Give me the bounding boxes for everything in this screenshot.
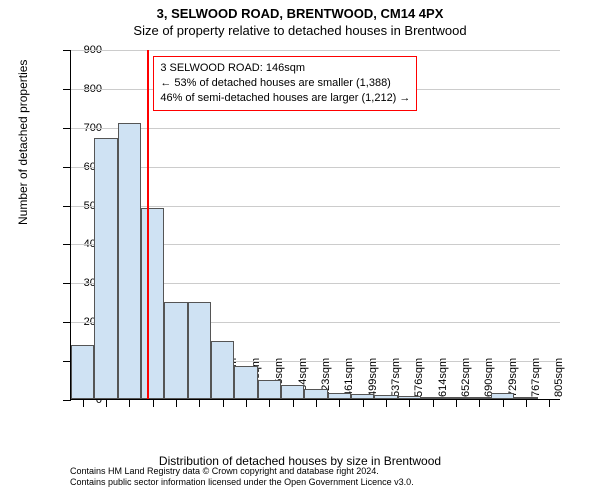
histogram-bar (398, 396, 421, 399)
histogram-bar (281, 385, 304, 399)
footer-attribution: Contains HM Land Registry data © Crown c… (70, 466, 414, 488)
annotation-line-1: 3 SELWOOD ROAD: 146sqm (160, 61, 410, 76)
x-tick (386, 399, 387, 407)
chart-subtitle: Size of property relative to detached ho… (0, 21, 600, 38)
annotation-line-3: 46% of semi-detached houses are larger (… (160, 91, 410, 106)
histogram-bar (164, 302, 187, 399)
x-tick (363, 399, 364, 407)
x-tick-label: 652sqm (460, 358, 472, 397)
x-tick (269, 399, 270, 407)
x-tick (153, 399, 154, 407)
histogram-bar (514, 397, 537, 399)
x-tick-label: 499sqm (367, 358, 379, 397)
x-tick (526, 399, 527, 407)
histogram-bar (444, 397, 467, 399)
histogram-bar (328, 393, 351, 399)
chart-container: 3, SELWOOD ROAD, BRENTWOOD, CM14 4PX Siz… (0, 0, 600, 500)
footer-line-2: Contains public sector information licen… (70, 477, 414, 488)
grid-line (71, 206, 560, 207)
x-tick (129, 399, 130, 407)
x-tick (503, 399, 504, 407)
x-tick (176, 399, 177, 407)
x-tick (479, 399, 480, 407)
chart-plot-area: 3 SELWOOD ROAD: 146sqm ← 53% of detached… (70, 50, 560, 400)
x-tick (106, 399, 107, 407)
histogram-bar (211, 341, 234, 399)
histogram-bar (71, 345, 94, 399)
annotation-line-2: ← 53% of detached houses are smaller (1,… (160, 76, 410, 91)
x-tick (433, 399, 434, 407)
x-tick (316, 399, 317, 407)
histogram-bar (94, 138, 117, 399)
histogram-bar (351, 394, 374, 399)
histogram-bar (421, 397, 444, 399)
x-tick-label: 690sqm (483, 358, 495, 397)
histogram-bar (118, 123, 141, 399)
histogram-bar (234, 366, 257, 399)
histogram-bar (188, 302, 211, 399)
x-tick-label: 729sqm (507, 358, 519, 397)
reference-line (147, 50, 149, 399)
x-tick (223, 399, 224, 407)
x-tick-label: 805sqm (553, 358, 565, 397)
x-tick (293, 399, 294, 407)
x-tick (549, 399, 550, 407)
chart-title: 3, SELWOOD ROAD, BRENTWOOD, CM14 4PX (0, 0, 600, 21)
x-tick-label: 576sqm (413, 358, 425, 397)
x-tick (339, 399, 340, 407)
x-tick (246, 399, 247, 407)
footer-line-1: Contains HM Land Registry data © Crown c… (70, 466, 414, 477)
histogram-bar (258, 380, 281, 399)
y-axis-title: Number of detached properties (16, 60, 30, 225)
x-tick-label: 614sqm (437, 358, 449, 397)
grid-line (71, 128, 560, 129)
x-tick-label: 767sqm (530, 358, 542, 397)
grid-line (71, 50, 560, 51)
x-tick (199, 399, 200, 407)
histogram-bar (304, 389, 327, 399)
histogram-bar (141, 208, 164, 399)
x-tick-label: 537sqm (390, 358, 402, 397)
annotation-box: 3 SELWOOD ROAD: 146sqm ← 53% of detached… (153, 56, 417, 111)
histogram-bar (374, 395, 397, 399)
histogram-bar (468, 397, 491, 399)
x-tick (409, 399, 410, 407)
x-tick (456, 399, 457, 407)
histogram-bar (491, 393, 514, 399)
grid-line (71, 167, 560, 168)
x-tick-label: 461sqm (343, 358, 355, 397)
